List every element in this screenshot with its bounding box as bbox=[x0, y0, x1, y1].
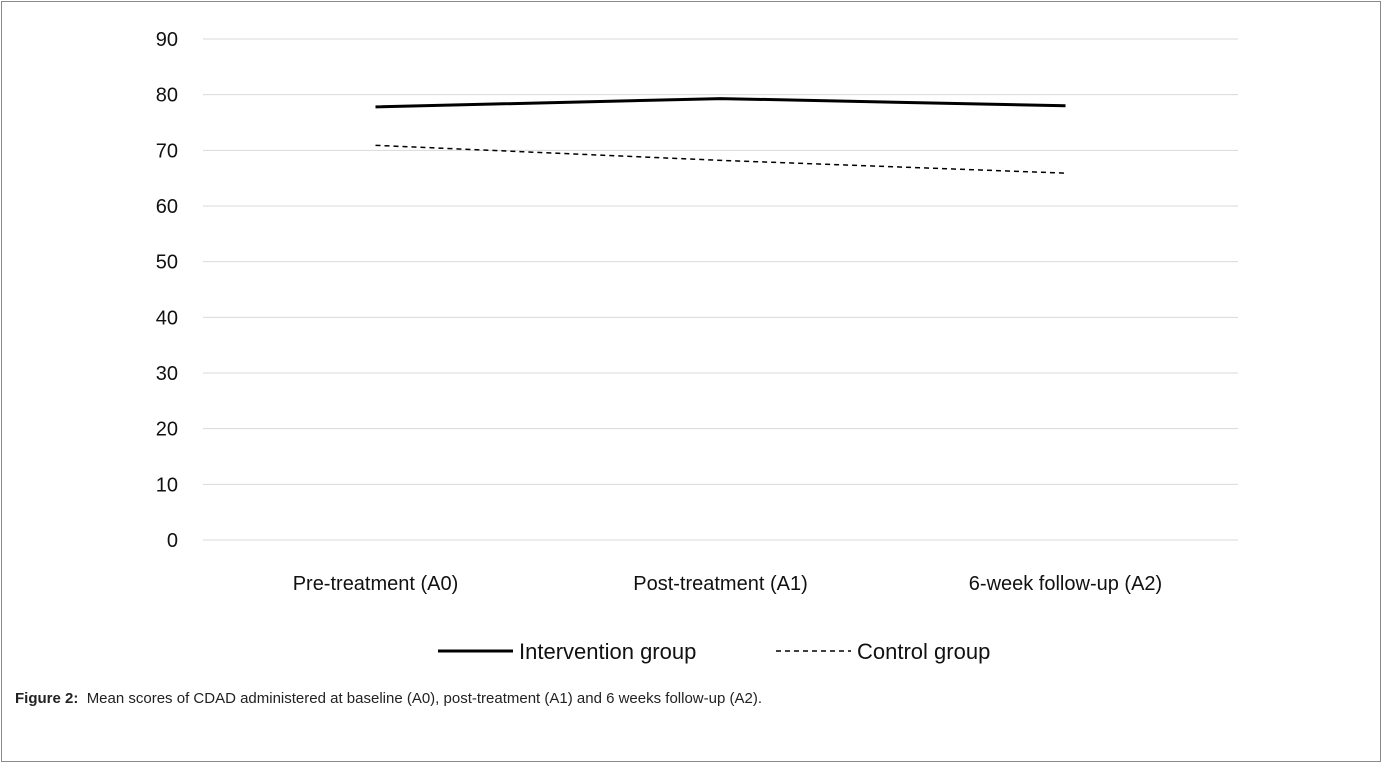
y-tick-label: 0 bbox=[167, 530, 178, 552]
y-tick-label: 70 bbox=[156, 140, 178, 162]
series-line-intervention bbox=[375, 97, 1066, 109]
y-tick-label: 80 bbox=[156, 85, 178, 107]
x-tick-label: Post-treatment (A1) bbox=[633, 573, 808, 595]
y-tick-label: 50 bbox=[156, 252, 178, 274]
y-axis-tick-labels: 0 10 20 30 40 50 60 70 80 90 bbox=[156, 29, 178, 552]
figure-caption-text: Mean scores of CDAD administered at base… bbox=[86, 690, 762, 707]
legend-label-intervention: Intervention group bbox=[519, 639, 696, 664]
y-tick-label: 20 bbox=[156, 419, 178, 441]
y-tick-label: 10 bbox=[156, 474, 178, 496]
x-axis-tick-labels: Pre-treatment (A0) Post-treatment (A1) 6-w… bbox=[293, 573, 1163, 595]
y-tick-label: 30 bbox=[156, 363, 178, 385]
legend-label-control: Control group bbox=[857, 639, 990, 664]
x-tick-label: Pre-treatment (A0) bbox=[293, 573, 459, 595]
line-chart: 0 10 20 30 40 50 60 70 80 90 Pre-treatment (A0) Po… bbox=[156, 29, 1238, 664]
legend: Intervention group Control group bbox=[438, 639, 990, 664]
series-line-control bbox=[375, 144, 1066, 174]
y-tick-label: 60 bbox=[156, 196, 178, 218]
x-tick-label: 6-week follow-up (A2) bbox=[969, 573, 1162, 595]
y-tick-label: 40 bbox=[156, 307, 178, 329]
y-tick-label: 90 bbox=[156, 29, 178, 51]
series-lines bbox=[375, 97, 1066, 174]
gridlines bbox=[203, 38, 1238, 541]
figure-caption: Figure 2: Mean scores of CDAD administer… bbox=[15, 690, 762, 707]
figure-caption-label: Figure 2: bbox=[15, 690, 79, 707]
